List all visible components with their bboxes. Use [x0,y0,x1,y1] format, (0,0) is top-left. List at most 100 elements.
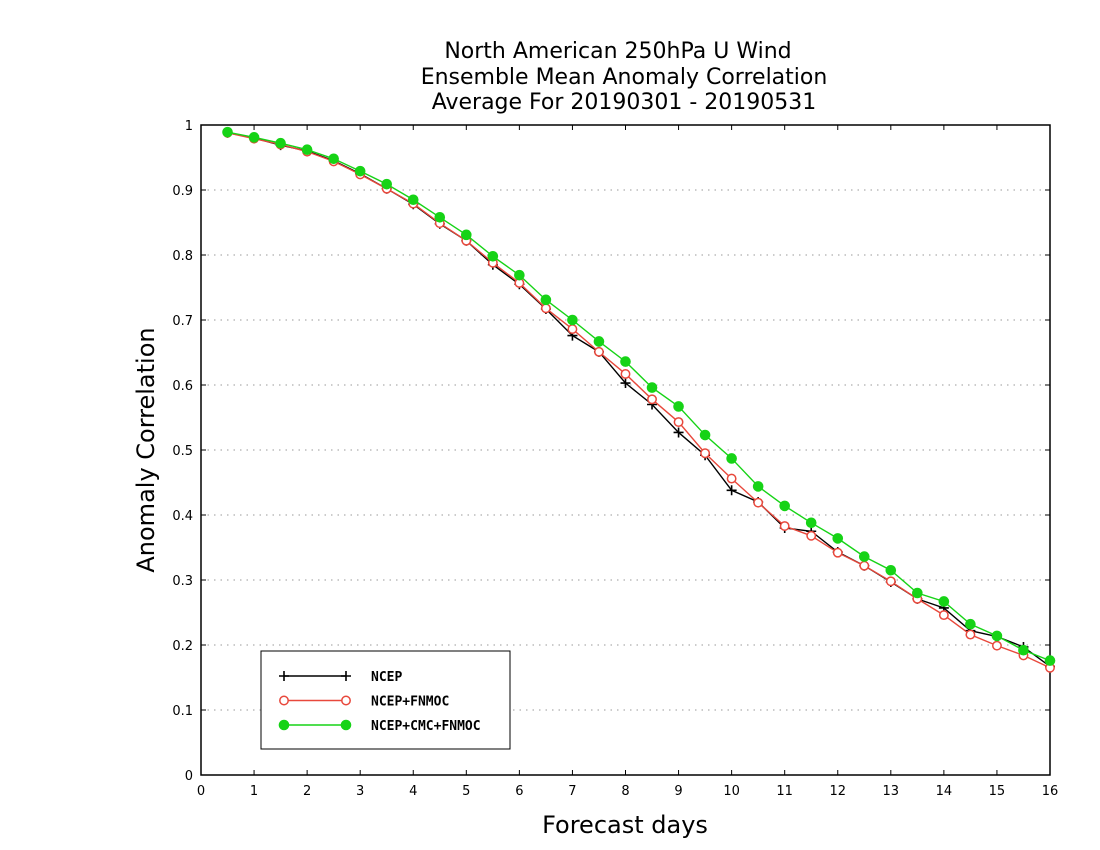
data-point [434,212,446,223]
data-point [700,448,711,459]
y-tick-label: 0.5 [172,444,193,459]
data-point [726,473,737,484]
data-point [858,551,870,562]
data-point [540,303,551,314]
data-point [673,401,684,412]
data-point [859,560,870,571]
series-line [227,131,1051,662]
data-point [279,671,289,681]
x-tick-label: 13 [883,784,900,799]
legend: NCEP NCEP+FNMOC NCEP+CMC+FNMOC [260,650,511,750]
legend-label: NCEP+FNMOC [371,695,449,710]
x-tick-label: 15 [989,784,1006,799]
data-point [461,229,472,241]
title-line-2: Ensemble Mean Anomaly Correlation [421,65,828,90]
data-point [567,314,578,326]
data-point [279,695,289,706]
chart-title: North American 250hPa U Wind Ensemble Me… [421,39,828,115]
data-point [726,453,737,464]
data-point [646,382,658,393]
legend-item: NCEP+FNMOC [279,695,449,710]
data-point [991,640,1002,651]
x-tick-label: 1 [250,784,258,799]
data-point [647,394,657,405]
x-tick-label: 11 [776,784,793,799]
y-tick-label: 0.3 [172,574,193,589]
data-point [301,144,313,155]
data-point [540,294,552,306]
y-tick-label: 0.9 [172,184,193,199]
y-tick-label: 0.4 [172,509,193,524]
series-ncep [222,127,1055,672]
grid-lines [201,189,1050,711]
x-tick-label: 14 [936,784,953,799]
x-tick-label: 3 [356,784,364,799]
data-point [593,336,605,347]
series-line [227,132,1051,668]
data-point [340,719,352,731]
data-point [673,427,684,438]
data-point [779,521,790,531]
y-tick-label: 0.7 [172,314,193,329]
y-tick-label: 0.1 [172,704,193,719]
data-point [620,369,631,379]
data-point [407,194,419,206]
data-point [514,269,525,281]
x-tick-label: 5 [462,784,470,799]
data-point [699,429,711,441]
legend-item: NCEP [279,670,402,685]
x-tick-label: 0 [197,784,205,799]
y-tick-label: 1 [185,119,193,134]
data-point [673,417,684,427]
data-point [912,587,923,599]
data-point [278,719,290,731]
data-point [885,564,897,576]
legend-item: NCEP+CMC+FNMOC [278,719,481,734]
x-axis-ticks: 0 1 2 3 4 5 6 7 8 9 10 11 12 13 14 15 16 [197,125,1058,799]
data-point [885,576,896,587]
data-point [275,137,286,149]
data-point [381,178,393,190]
data-point [938,596,950,607]
data-point [805,517,817,529]
title-line-3: Average For 20190301 - 20190531 [432,90,817,115]
x-tick-label: 4 [409,784,417,799]
data-point [341,695,351,706]
series-ncep-fnmoc [222,127,1055,673]
series-ncep-cmc-fnmoc [222,126,1056,666]
data-point [620,378,631,389]
data-point [965,618,976,630]
x-tick-label: 12 [829,784,846,799]
x-tick-label: 7 [568,784,576,799]
data-point [806,530,817,541]
data-point [620,356,631,367]
data-point [487,250,499,262]
y-axis-ticks: 0 0.1 0.2 0.3 0.4 0.5 0.6 0.7 0.8 0.9 1 [172,119,1050,784]
data-point [938,610,949,621]
data-point [328,153,339,165]
data-point [779,500,790,512]
x-tick-label: 8 [621,784,629,799]
y-tick-label: 0.2 [172,639,193,654]
data-point [354,165,366,177]
data-point [1018,644,1029,656]
data-point [594,346,604,357]
x-tick-label: 9 [674,784,682,799]
data-point [965,629,976,640]
data-point [752,481,764,492]
y-tick-label: 0 [185,769,193,784]
data-point [341,671,351,681]
x-tick-label: 2 [303,784,311,799]
x-tick-label: 10 [723,784,740,799]
data-point [991,630,1003,642]
data-point [726,485,737,496]
y-tick-label: 0.6 [172,379,193,394]
data-point [1044,655,1056,666]
x-tick-label: 6 [515,784,523,799]
data-point [248,132,260,143]
y-tick-label: 0.8 [172,249,193,264]
x-tick-label: 16 [1042,784,1059,799]
title-line-1: North American 250hPa U Wind [444,39,791,64]
y-axis-title: Anomaly Correlation [132,327,160,572]
legend-label: NCEP+CMC+FNMOC [371,719,481,734]
